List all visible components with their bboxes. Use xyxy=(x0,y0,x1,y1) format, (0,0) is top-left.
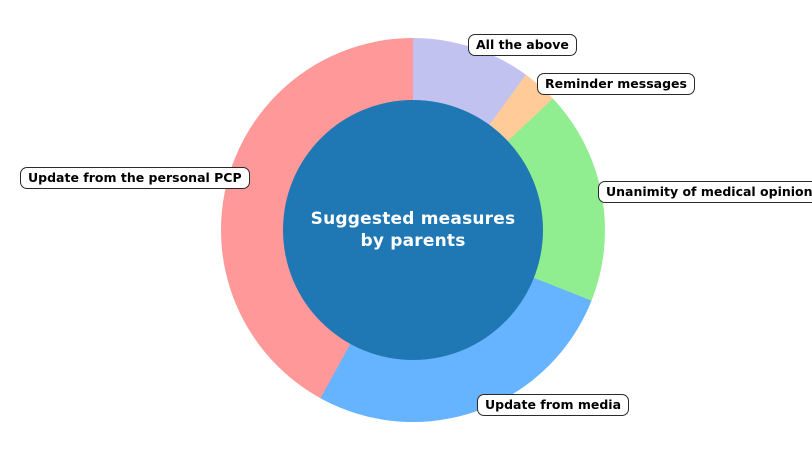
slice-callout-unanimity-of-medical-opinion: Unanimity of medical opinion xyxy=(598,181,812,203)
donut-ring: 10% 3% 18% 27% 42% Suggested measures by… xyxy=(221,38,605,422)
slice-callout-update-from-media: Update from media xyxy=(477,394,630,416)
slice-callout-update-from-the-personal-pcp: Update from the personal PCP xyxy=(20,167,250,189)
slice-callout-all-the-above: All the above xyxy=(468,34,577,56)
slice-callout-reminder-messages: Reminder messages xyxy=(537,73,695,95)
chart-title: Suggested measures by parents xyxy=(310,208,516,251)
donut-center: Suggested measures by parents xyxy=(283,100,543,360)
